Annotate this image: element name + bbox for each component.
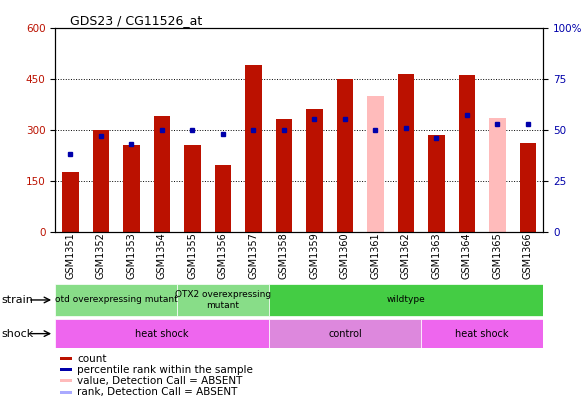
Text: GDS23 / CG11526_at: GDS23 / CG11526_at bbox=[70, 13, 202, 27]
Text: GSM1352: GSM1352 bbox=[96, 232, 106, 279]
Bar bbox=[60, 390, 72, 394]
Text: GSM1366: GSM1366 bbox=[523, 232, 533, 279]
Text: strain: strain bbox=[1, 295, 33, 305]
Bar bbox=[489, 118, 506, 232]
Text: GSM1355: GSM1355 bbox=[188, 232, 198, 279]
Text: GSM1365: GSM1365 bbox=[493, 232, 503, 279]
Bar bbox=[397, 74, 414, 232]
Bar bbox=[60, 357, 72, 360]
Bar bbox=[92, 129, 109, 232]
Bar bbox=[421, 319, 543, 348]
Text: GSM1359: GSM1359 bbox=[310, 232, 320, 279]
Bar bbox=[55, 284, 177, 316]
Bar bbox=[60, 379, 72, 383]
Bar bbox=[519, 143, 536, 232]
Bar bbox=[269, 319, 421, 348]
Text: shock: shock bbox=[1, 329, 34, 339]
Bar bbox=[428, 135, 445, 232]
Text: OTX2 overexpressing
mutant: OTX2 overexpressing mutant bbox=[175, 290, 271, 310]
Text: GSM1353: GSM1353 bbox=[127, 232, 137, 279]
Bar bbox=[336, 79, 353, 232]
Text: heat shock: heat shock bbox=[135, 329, 189, 339]
Text: percentile rank within the sample: percentile rank within the sample bbox=[77, 365, 253, 375]
Text: count: count bbox=[77, 354, 107, 364]
Bar bbox=[62, 172, 79, 232]
Text: rank, Detection Call = ABSENT: rank, Detection Call = ABSENT bbox=[77, 387, 238, 396]
Text: otd overexpressing mutant: otd overexpressing mutant bbox=[55, 295, 178, 305]
Bar bbox=[245, 65, 262, 232]
Text: GSM1363: GSM1363 bbox=[432, 232, 442, 279]
Bar bbox=[177, 284, 269, 316]
Text: control: control bbox=[328, 329, 362, 339]
Bar bbox=[269, 284, 543, 316]
Bar bbox=[60, 368, 72, 371]
Text: GSM1362: GSM1362 bbox=[401, 232, 411, 279]
Text: GSM1356: GSM1356 bbox=[218, 232, 228, 279]
Text: GSM1360: GSM1360 bbox=[340, 232, 350, 279]
Text: wildtype: wildtype bbox=[386, 295, 425, 305]
Text: GSM1358: GSM1358 bbox=[279, 232, 289, 279]
Text: GSM1354: GSM1354 bbox=[157, 232, 167, 279]
Bar bbox=[153, 116, 170, 232]
Bar bbox=[458, 75, 475, 232]
Bar bbox=[184, 145, 201, 232]
Bar bbox=[306, 109, 323, 232]
Bar bbox=[275, 120, 292, 232]
Bar bbox=[367, 96, 384, 232]
Bar bbox=[55, 319, 269, 348]
Text: GSM1364: GSM1364 bbox=[462, 232, 472, 279]
Bar bbox=[214, 166, 231, 232]
Text: GSM1351: GSM1351 bbox=[66, 232, 76, 279]
Text: value, Detection Call = ABSENT: value, Detection Call = ABSENT bbox=[77, 375, 242, 386]
Bar bbox=[123, 145, 140, 232]
Text: GSM1361: GSM1361 bbox=[371, 232, 381, 279]
Text: heat shock: heat shock bbox=[456, 329, 509, 339]
Text: GSM1357: GSM1357 bbox=[249, 232, 259, 279]
